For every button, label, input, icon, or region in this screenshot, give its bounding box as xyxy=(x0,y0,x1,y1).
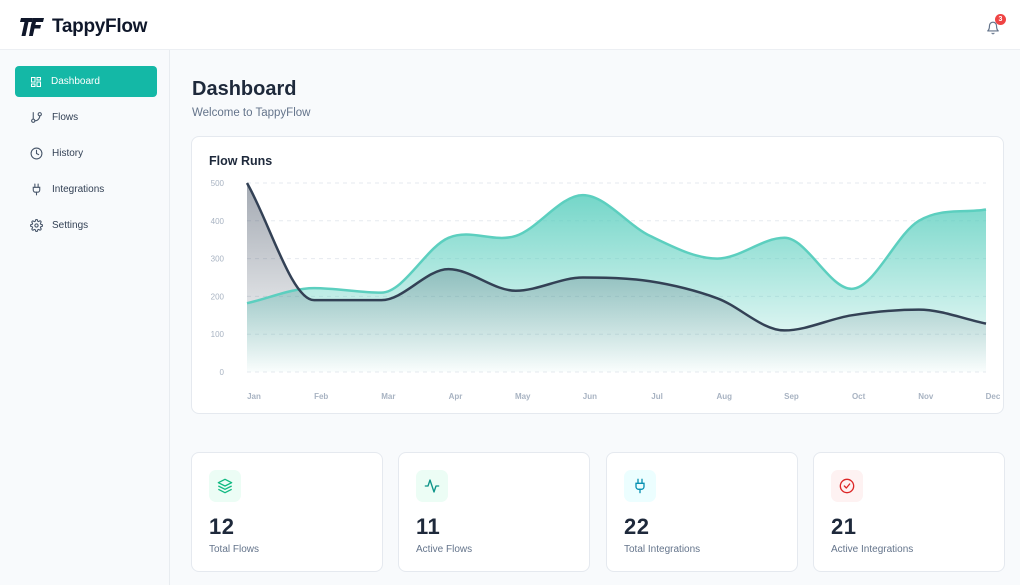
y-tick-label: 500 xyxy=(211,179,225,188)
stat-icon-wrap xyxy=(416,470,448,502)
clock-icon xyxy=(30,147,43,160)
stat-card-active-flows[interactable]: 11 Active Flows xyxy=(398,452,590,572)
grid-icon xyxy=(31,76,41,87)
layers-icon xyxy=(217,478,233,494)
stat-card-active-integrations[interactable]: 21 Active Integrations xyxy=(813,452,1005,572)
sidebar-item-label: Dashboard xyxy=(51,76,100,87)
stat-value: 11 xyxy=(416,514,441,539)
git-branch-icon xyxy=(31,112,42,123)
x-tick-label: Jun xyxy=(583,392,597,401)
stat-card-total-integrations[interactable]: 22 Total Integrations xyxy=(606,452,798,572)
notification-badge: 3 xyxy=(995,14,1006,25)
check-circle-icon xyxy=(839,478,855,494)
sidebar-item-dashboard[interactable]: Dashboard xyxy=(15,66,157,97)
x-tick-label: May xyxy=(515,392,531,401)
y-tick-label: 400 xyxy=(211,217,225,226)
plug-icon xyxy=(32,183,41,196)
x-tick-label: Apr xyxy=(449,392,463,401)
sidebar-item-label: Integrations xyxy=(52,184,105,195)
gear-icon xyxy=(30,219,43,232)
y-tick-label: 300 xyxy=(211,255,225,264)
stat-label: Active Integrations xyxy=(831,544,914,555)
stat-label: Total Flows xyxy=(209,544,260,555)
activity-icon xyxy=(424,479,440,493)
bell-icon xyxy=(987,21,999,35)
x-tick-label: Feb xyxy=(314,392,328,401)
stat-label: Total Integrations xyxy=(624,544,701,555)
sidebar-item-label: Settings xyxy=(52,220,89,231)
series-2-line xyxy=(245,182,987,332)
y-tick-label: 200 xyxy=(211,292,225,301)
sidebar-item-history[interactable]: History xyxy=(15,138,157,169)
y-tick-label: 0 xyxy=(220,368,225,377)
stats-cards: 12 Total Flows 11 Active Flows 22 Total … xyxy=(191,452,1005,572)
stat-value: 12 xyxy=(209,514,235,539)
flow-runs-chart: 0 100 200 300 400 500 Jan Feb Mar Apr May Jun Jul Aug… xyxy=(211,179,1001,401)
flow-runs-chart-card: Flow Runs 0 100 200 300 400 500 Jan Feb Mar Apr Ma… xyxy=(191,136,1004,414)
sidebar-item-integrations[interactable]: Integrations xyxy=(15,174,157,205)
stat-value: 22 xyxy=(624,514,650,539)
logo-icon xyxy=(20,18,44,36)
chart-title: Flow Runs xyxy=(209,154,273,168)
top-bar: TappyFlow 3 xyxy=(0,5,1020,50)
x-tick-label: Mar xyxy=(381,392,395,401)
series-1-line xyxy=(246,193,987,305)
stat-label: Active Flows xyxy=(416,544,473,555)
stat-value: 21 xyxy=(831,514,857,539)
sidebar-item-flows[interactable]: Flows xyxy=(15,102,157,133)
main-content: Dashboard Welcome to TappyFlow Flow Runs… xyxy=(170,50,1020,585)
stat-icon-wrap xyxy=(831,470,863,502)
page-title: Dashboard xyxy=(192,78,297,100)
sidebar: Dashboard Flows History Integrations Set… xyxy=(0,50,170,585)
brand[interactable]: TappyFlow xyxy=(20,16,147,38)
sidebar-item-settings[interactable]: Settings xyxy=(15,210,157,241)
sidebar-item-label: Flows xyxy=(52,112,79,123)
stat-card-total-flows[interactable]: 12 Total Flows xyxy=(191,452,383,572)
page-subtitle: Welcome to TappyFlow xyxy=(192,107,311,119)
x-tick-label: Aug xyxy=(716,392,732,401)
x-tick-label: Oct xyxy=(852,392,866,401)
x-tick-label: Sep xyxy=(784,392,799,401)
sidebar-item-label: History xyxy=(52,148,84,159)
x-tick-label: Nov xyxy=(918,392,934,401)
y-tick-label: 100 xyxy=(211,330,225,339)
series-2-area xyxy=(247,183,986,372)
stat-icon-wrap xyxy=(209,470,241,502)
x-tick-label: Jan xyxy=(247,392,261,401)
stat-icon-wrap xyxy=(624,470,656,502)
app-name: TappyFlow xyxy=(52,16,148,37)
x-tick-label: Dec xyxy=(986,392,1001,401)
notification-bell[interactable]: 3 xyxy=(984,14,1006,37)
plug-icon xyxy=(635,478,645,494)
x-tick-label: Jul xyxy=(651,392,663,401)
